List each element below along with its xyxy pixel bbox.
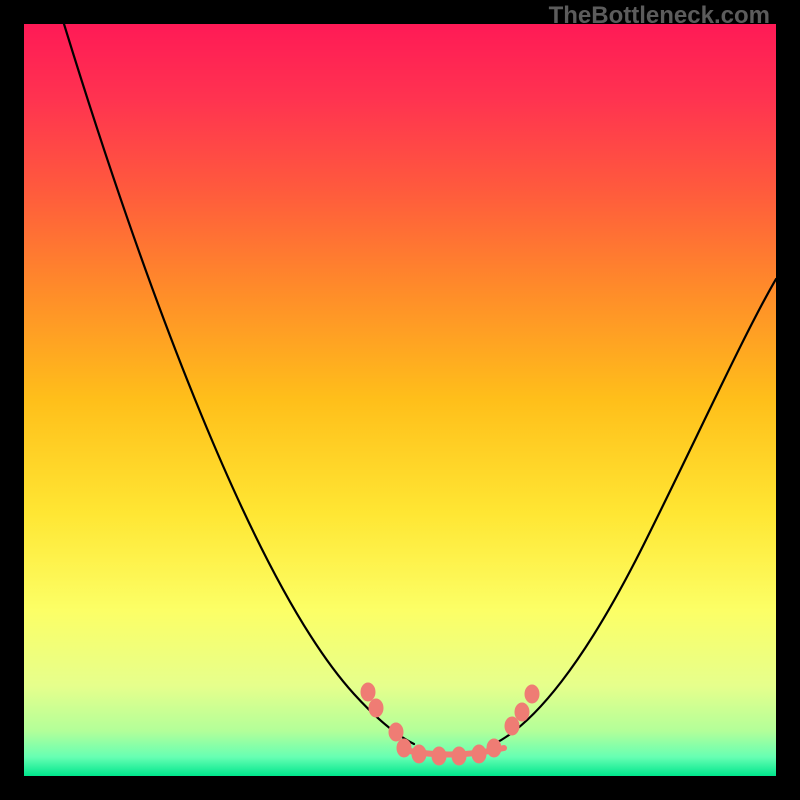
- valley-marker: [487, 739, 501, 757]
- valley-marker: [412, 745, 426, 763]
- valley-marker: [361, 683, 375, 701]
- chart-frame: TheBottleneck.com: [0, 0, 800, 800]
- valley-marker: [389, 723, 403, 741]
- curve-left: [64, 24, 414, 744]
- valley-marker: [369, 699, 383, 717]
- valley-marker: [505, 717, 519, 735]
- valley-marker: [397, 739, 411, 757]
- valley-marker: [452, 747, 466, 765]
- watermark-text: TheBottleneck.com: [549, 2, 770, 30]
- curve-right: [494, 279, 776, 744]
- valley-marker: [525, 685, 539, 703]
- plot-area: [24, 24, 776, 776]
- valley-marker: [432, 747, 446, 765]
- valley-marker: [515, 703, 529, 721]
- valley-marker: [472, 745, 486, 763]
- bottleneck-curve: [24, 24, 776, 776]
